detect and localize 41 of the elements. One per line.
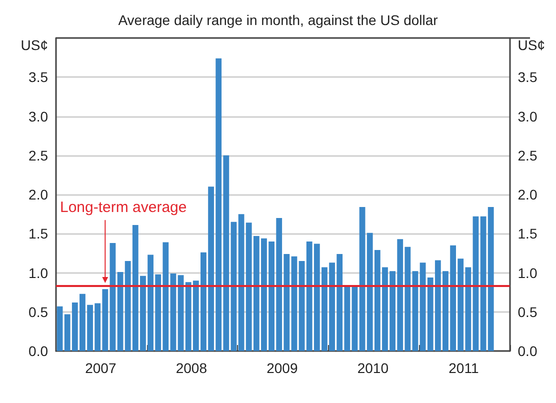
- bar: [170, 274, 176, 351]
- bar: [230, 222, 237, 351]
- bar: [359, 207, 366, 351]
- bar: [110, 243, 116, 351]
- y2-tick-label: 2.5: [518, 147, 538, 164]
- y2-tick-label: 0.5: [518, 304, 538, 320]
- y2-tick-label: 1.0: [518, 264, 538, 281]
- bar: [117, 272, 124, 351]
- bar: [488, 207, 494, 351]
- y2-axis-title: US¢: [518, 37, 545, 53]
- bar: [472, 216, 479, 351]
- y-axis-title: US¢: [20, 37, 48, 53]
- bar: [178, 275, 184, 351]
- y2-tick-label: 2.0: [518, 186, 538, 202]
- ref-line-label: Long-term average: [60, 199, 187, 216]
- x-tick-label: 2011: [448, 360, 479, 376]
- y-tick-label: 1.0: [28, 264, 48, 281]
- x-tick-label: 2009: [266, 360, 298, 376]
- bar: [352, 285, 358, 351]
- y2-tick-label: 0.0: [518, 343, 538, 359]
- y-tick-label: 0.5: [28, 304, 48, 320]
- chart-title: Average daily range in month, against the US dollar: [118, 12, 438, 28]
- bar: [420, 262, 426, 351]
- y-tick-label: 0.0: [28, 343, 48, 359]
- bar: [291, 256, 298, 351]
- y2-tick-label: 3.5: [518, 69, 538, 86]
- y-tick-label: 2.0: [28, 186, 48, 202]
- x-tick-label: 2007: [85, 360, 116, 376]
- y-tick-label: 2.5: [28, 147, 48, 164]
- y2-tick-label: 1.5: [518, 226, 538, 242]
- y-tick-label: 3.0: [28, 108, 48, 124]
- bar: [412, 271, 418, 351]
- y2-tick-label: 3.0: [518, 108, 538, 124]
- bar: [56, 306, 63, 351]
- bar: [298, 261, 305, 351]
- y-tick-label: 3.5: [28, 69, 48, 86]
- y-tick-label: 1.5: [28, 226, 48, 242]
- bar: [238, 214, 244, 351]
- x-tick-label: 2008: [176, 360, 208, 376]
- x-tick-label: 2010: [357, 360, 389, 376]
- bar: [480, 216, 486, 351]
